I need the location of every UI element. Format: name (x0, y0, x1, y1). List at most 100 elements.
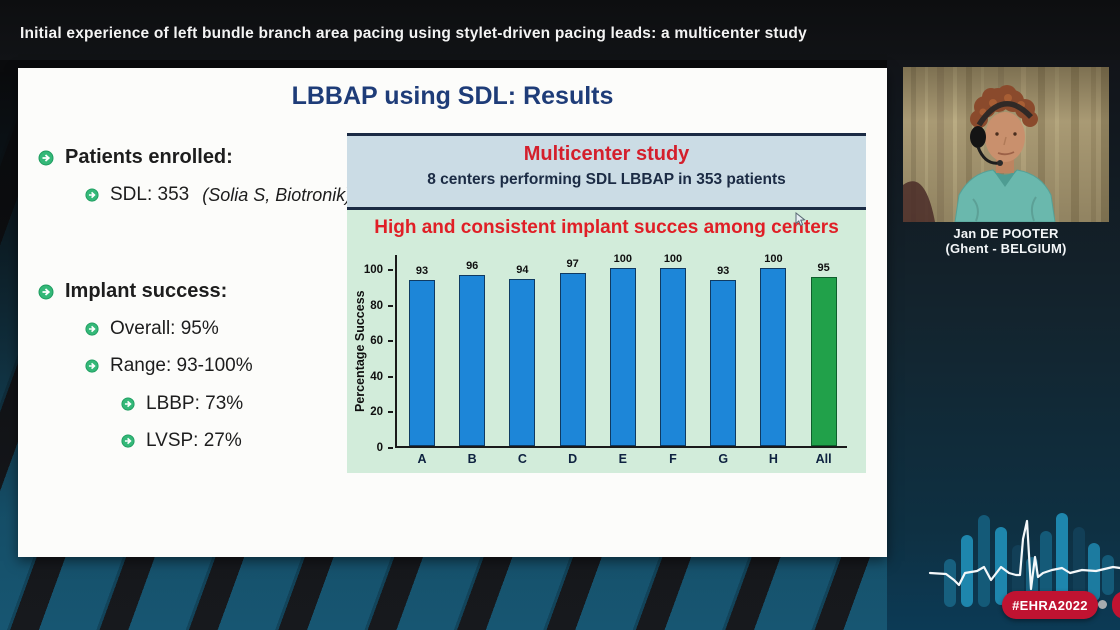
audio-waveform (928, 497, 1120, 630)
x-axis-label: D (568, 452, 578, 466)
chart-bar (609, 268, 636, 446)
waveform-bar (1102, 555, 1114, 595)
waveform-bar (1040, 531, 1052, 605)
bullet-label: LVSP: 27% (146, 430, 242, 451)
bullet-overall: Overall: 95% (85, 318, 219, 340)
x-axis-label: A (417, 452, 427, 466)
bullet-note: (Solia S, Biotronik) (202, 184, 352, 205)
info-box-subtitle: 8 centers performing SDL LBBAP in 353 pa… (427, 171, 786, 188)
chart-bar-group: 97 D (548, 255, 598, 466)
waveform-bar (1073, 527, 1085, 603)
y-tick-mark (388, 447, 393, 449)
y-axis-ticks: 0 20 40 60 80 100 (347, 255, 393, 455)
speaker-portrait (903, 67, 1109, 223)
bullet-label: Implant success: (65, 280, 228, 302)
waveform-bar (944, 559, 956, 607)
arrow-bullet-icon (38, 150, 54, 165)
bullet-implant-success: Implant success: (38, 280, 227, 303)
chart-plot: 93 A 96 B 94 C 97 D 100 E 100 F 93 G 100 H 95 All (395, 253, 849, 466)
x-axis-label: F (669, 452, 677, 466)
bullet-label: LBBP: 73% (146, 393, 244, 414)
arrow-bullet-icon (121, 434, 135, 448)
chart-bar-group: 93 A (397, 255, 447, 466)
speaker-caption: Jan DE POOTER (Ghent - BELGIUM) (903, 226, 1109, 256)
chart-bar (810, 276, 837, 446)
speaker-location: (Ghent - BELGIUM) (945, 241, 1067, 256)
header-bar: Initial experience of left bundle branch… (0, 0, 1120, 60)
y-tick-label: 100 (363, 264, 383, 276)
x-axis-label: G (718, 452, 729, 466)
arrow-bullet-icon (121, 397, 135, 411)
bullet-range: Range: 93-100% (85, 355, 253, 377)
bar-value-label: 100 (764, 253, 783, 265)
badge-separator-dot (1098, 600, 1107, 609)
arrow-bullet-icon (85, 322, 99, 336)
y-tick-label: 80 (370, 299, 383, 312)
bar-value-label: 94 (516, 263, 529, 276)
partial-badge (1112, 591, 1120, 619)
headset-band (976, 101, 1034, 127)
bar-value-label: 93 (717, 265, 730, 278)
multicenter-info-box: Multicenter study 8 centers performing S… (347, 133, 866, 210)
waveform-bar (961, 535, 973, 607)
bullet-label: Overall: 95% (110, 318, 219, 339)
bar-value-label: 100 (663, 253, 683, 265)
bullet-lbbp: LBBP: 73% (121, 393, 243, 415)
x-axis-label: All (815, 452, 832, 466)
chart-bar (509, 278, 536, 446)
y-tick-label: 40 (370, 370, 383, 383)
chart-bar (559, 273, 586, 446)
hashtag-badge: #EHRA2022 (1002, 591, 1098, 619)
chart-bar (459, 275, 486, 446)
headset-earcup (970, 126, 986, 148)
x-axis-label: B (467, 452, 477, 466)
bullet-label: SDL: 353 (110, 184, 190, 205)
headset-mic-boom (976, 146, 1000, 165)
bar-value-label: 95 (817, 261, 830, 274)
bullet-patients-enrolled: Patients enrolled: (38, 146, 233, 169)
speaker-figure (954, 85, 1056, 223)
y-tick-label: 20 (370, 406, 383, 419)
bullet-label: Patients enrolled: (65, 146, 233, 168)
y-tick-mark (388, 411, 393, 414)
y-tick-mark (388, 375, 393, 378)
presentation-title: Initial experience of left bundle branch… (20, 25, 807, 42)
waveform-bar (1088, 543, 1100, 601)
bar-value-label: 96 (466, 260, 479, 273)
chart-bar-group: 100 E (598, 253, 648, 466)
webcam-video (903, 67, 1109, 223)
waveform-bar (978, 515, 990, 607)
info-box-title: Multicenter study (523, 143, 690, 165)
headset-mic (997, 160, 1003, 166)
chart-bar-group: 96 B (447, 255, 497, 466)
chart-panel: High and consistent implant succes among… (347, 210, 866, 473)
x-axis-label: H (768, 452, 778, 466)
chart-bar-group: 94 C (497, 255, 547, 466)
chart-bar-group: 100 F (648, 253, 698, 466)
slide: LBBAP using SDL: Results Patients enroll… (18, 68, 887, 557)
chart-title: High and consistent implant succes among… (374, 217, 839, 238)
y-tick-mark (388, 340, 393, 343)
ecg-line-icon (928, 519, 1120, 591)
bar-value-label: 93 (415, 265, 429, 278)
chart-bar-group: 95 All (799, 255, 849, 466)
arrow-bullet-icon (85, 359, 99, 373)
bar-value-label: 100 (613, 253, 632, 265)
chart-bar (710, 280, 737, 446)
x-axis-label: C (517, 452, 527, 466)
chart-bar (660, 268, 686, 446)
y-tick-label: 60 (370, 335, 383, 348)
bullet-label: Range: 93-100% (110, 355, 253, 376)
arrow-bullet-icon (85, 188, 99, 202)
slide-title: LBBAP using SDL: Results (291, 82, 614, 110)
speaker-name: Jan DE POOTER (953, 226, 1059, 241)
waveform-bar (1056, 513, 1068, 609)
y-tick-mark (388, 304, 393, 307)
bar-value-label: 97 (566, 258, 579, 271)
chart-bar-group: 93 G (698, 255, 748, 466)
mouse-cursor-icon (795, 212, 806, 227)
bullet-lvsp: LVSP: 27% (121, 430, 242, 452)
chart-bar-group: 100 H (748, 253, 798, 466)
chart-bar (409, 280, 435, 446)
chart-bar (760, 268, 787, 446)
